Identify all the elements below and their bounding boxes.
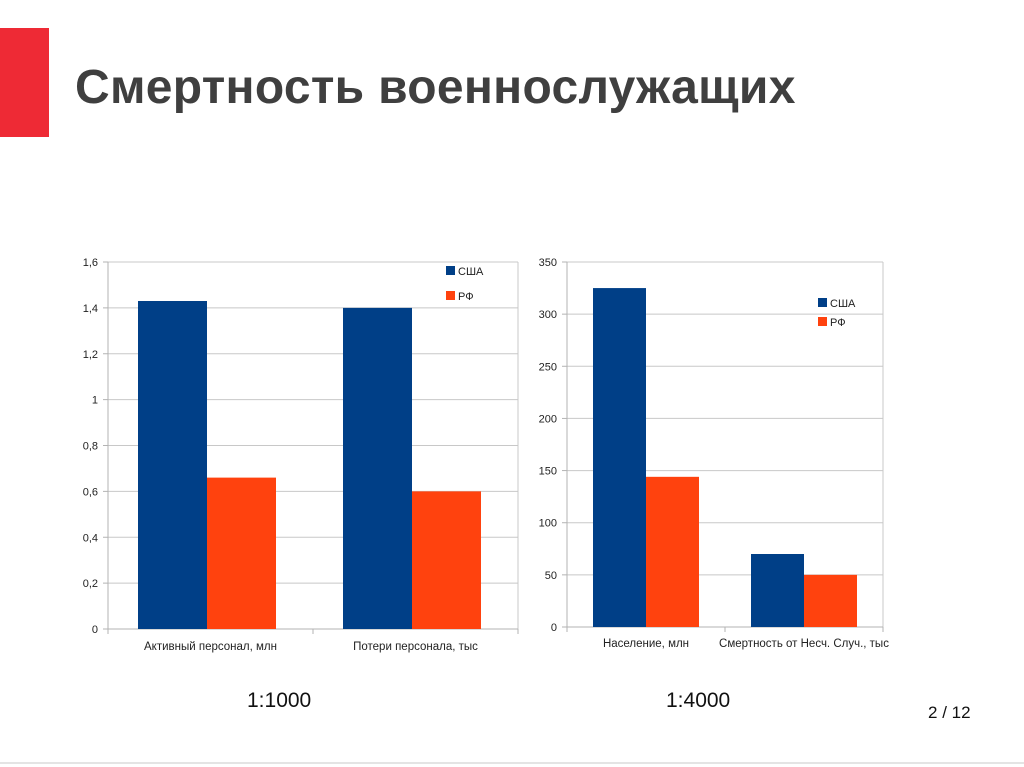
bar-usa [751, 554, 804, 627]
x-category-label: Население, млн [603, 638, 689, 650]
legend-swatch [818, 317, 827, 326]
y-tick-label: 1,2 [83, 349, 98, 361]
y-tick-label: 1,6 [83, 257, 98, 269]
y-tick-label: 0,2 [83, 578, 98, 590]
bar-rf [412, 491, 481, 629]
page-total: 12 [951, 703, 971, 722]
y-tick-label: 300 [539, 309, 557, 321]
title-accent-bar [0, 28, 49, 137]
legend-label: США [458, 266, 484, 278]
bar-usa [343, 307, 412, 629]
legend-label: РФ [458, 291, 474, 303]
y-tick-label: 150 [539, 466, 557, 478]
scale-label-left: 1:1000 [247, 689, 312, 712]
bottom-divider [0, 762, 1024, 764]
legend-swatch [446, 291, 455, 300]
slide-title: Смертность военнослужащих [75, 61, 796, 114]
page-current: 2 [928, 703, 938, 722]
x-category-label: Потери персонала, тыс [353, 641, 478, 653]
chart-1: 0 0,2 0,4 0,6 0,8 1 1,2 1,4 1,6 Активный персонал… [83, 257, 519, 653]
x-category-label: Смертность от Несч. Случ., тыс [719, 638, 889, 650]
legend-swatch [818, 298, 827, 307]
y-tick-label: 0,8 [83, 441, 98, 453]
y-tick-label: 200 [539, 413, 557, 425]
y-tick-label: 250 [539, 361, 557, 373]
bar-usa [593, 288, 646, 627]
y-tick-label: 350 [539, 257, 557, 269]
y-tick-label: 0 [92, 624, 98, 636]
y-tick-label: 0,6 [83, 486, 98, 498]
legend-swatch [446, 266, 455, 275]
legend-label: США [830, 298, 856, 310]
page-separator: / [942, 703, 947, 722]
legend-label: РФ [830, 317, 846, 329]
y-tick-label: 100 [539, 518, 557, 530]
bar-rf [804, 574, 857, 627]
chart-2: 0 50 100 150 200 250 300 350 Население, млн Смерт… [539, 257, 890, 650]
x-category-label: Активный персонал, млн [144, 641, 277, 653]
y-tick-label: 0,4 [83, 532, 98, 544]
scale-label-right: 1:4000 [666, 689, 731, 712]
bar-rf [207, 477, 276, 629]
bar-rf [646, 476, 699, 627]
bar-usa [138, 300, 207, 629]
y-tick-label: 0 [551, 622, 557, 634]
page-number: 2 / 12 [928, 703, 971, 723]
y-tick-label: 1 [92, 395, 98, 407]
y-tick-label: 1,4 [83, 303, 98, 315]
y-tick-label: 50 [545, 570, 557, 582]
